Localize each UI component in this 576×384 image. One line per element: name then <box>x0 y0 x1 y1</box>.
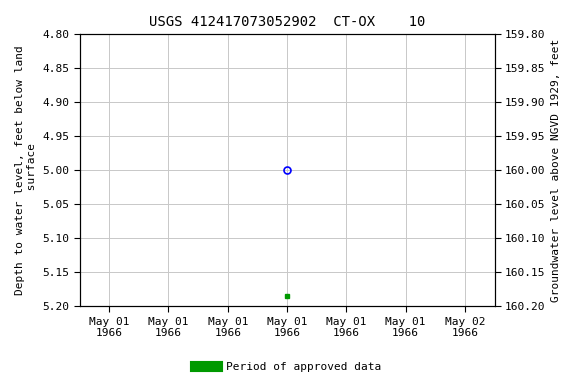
Title: USGS 412417073052902  CT-OX    10: USGS 412417073052902 CT-OX 10 <box>149 15 425 29</box>
Y-axis label: Depth to water level, feet below land
 surface: Depth to water level, feet below land su… <box>15 45 37 295</box>
Legend: Period of approved data: Period of approved data <box>191 358 385 377</box>
Y-axis label: Groundwater level above NGVD 1929, feet: Groundwater level above NGVD 1929, feet <box>551 39 561 302</box>
